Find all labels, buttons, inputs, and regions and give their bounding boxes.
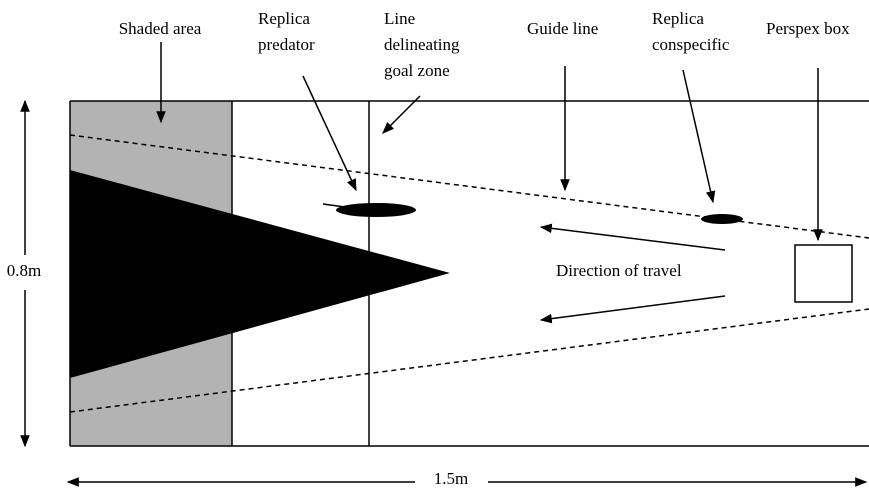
label: Guide line [527,19,598,38]
perspex-box [794,244,853,303]
pointer-arrow [302,75,357,192]
label: Replica [652,9,704,28]
black-triangle [70,170,450,378]
label: goal zone [384,61,450,80]
replica-predator [336,203,416,217]
predator-tail [322,203,346,208]
label: Shaded area [119,19,202,38]
dimension-label: 1.5m [434,469,468,488]
travel-arrow [539,295,726,324]
label: Direction of travel [556,261,682,280]
label: Replica [258,9,310,28]
label: predator [258,35,315,54]
label: conspecific [652,35,730,54]
replica-conspecific [701,214,743,224]
travel-arrow [539,223,726,251]
label: Line [384,9,415,28]
label: delineating [384,35,460,54]
pointer-arrow [682,69,716,204]
label: Perspex box [766,19,850,38]
pointer-arrow [382,95,421,134]
dimension-label: 0.8m [7,261,41,280]
